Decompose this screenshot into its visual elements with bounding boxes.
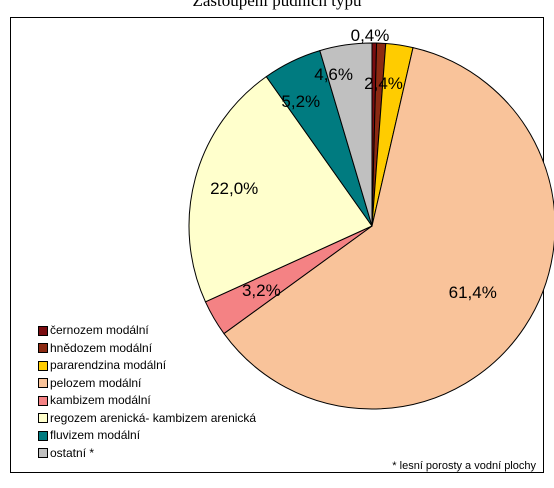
legend-label: kambizem modální [50,393,151,407]
slice-value-label: 3,2% [241,280,281,300]
slice-value-label: 0,4% [350,26,390,45]
legend-label: černozem modální [50,323,149,337]
legend-item: hnědozem modální [38,340,256,358]
legend-item: fluvizem modální [38,427,256,445]
legend-swatch [38,395,48,406]
legend-swatch [38,413,48,424]
slice-value-label: 2,4% [364,73,403,93]
legend-swatch [38,378,48,389]
legend-label: fluvizem modální [50,428,141,442]
legend-swatch [38,430,48,441]
legend-swatch [38,360,48,371]
legend-label: pararendzina modální [50,358,167,372]
legend-item: regozem arenická- kambizem arenická [38,410,256,428]
legend-item: pararendzina modální [38,357,256,375]
legend-swatch [38,448,48,459]
legend-label: ostatní * [50,445,95,460]
legend-item: pelozem modální [38,375,256,393]
legend-swatch [38,343,48,354]
chart-title: Zastoupení půdních typů [192,0,362,10]
slice-value-label: 5,2% [281,92,321,112]
legend-item: kambizem modální [38,392,256,410]
legend: černozem modální hnědozem modální pararend… [38,322,256,462]
legend-label: hnědozem modální [50,340,153,355]
legend-label: pelozem modální [50,375,142,390]
legend-label: regozem arenická- kambizem arenická [50,410,257,425]
slice-value-label: 22,0% [210,178,259,198]
legend-item: ostatní * [38,445,256,463]
pie-slice [319,42,373,227]
slice-value-label: 4,6% [314,65,353,85]
pie-slice [223,47,554,410]
slice-value-label: 61,4% [448,282,497,302]
legend-swatch [38,325,48,336]
pie-slice [188,75,373,303]
footnote: * lesní porosty a vodní plochy [392,460,536,472]
legend-item: černozem modální [38,322,256,340]
